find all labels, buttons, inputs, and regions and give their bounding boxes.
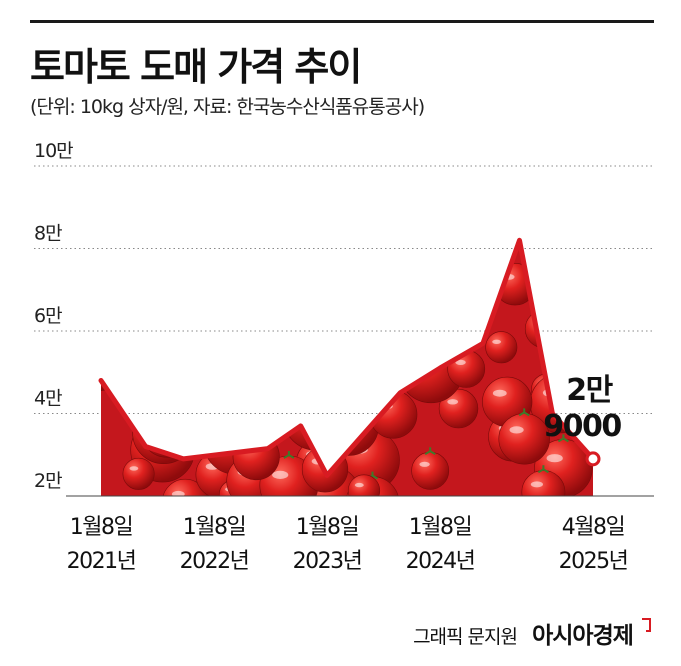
x-tick-label-date: 1월8일 xyxy=(70,515,133,540)
annotation-line1: 2만 xyxy=(566,373,613,408)
chart-title: 토마토 도매 가격 추이 xyxy=(30,45,362,89)
x-tick-label-year: 2023년 xyxy=(293,549,362,574)
latest-price-annotation: 2만 9000 xyxy=(543,373,623,444)
price-line-group xyxy=(98,237,601,478)
x-tick-label-year: 2021년 xyxy=(67,549,136,574)
x-tick-label-date: 1월8일 xyxy=(183,515,246,540)
y-tick-label: 8만 xyxy=(34,223,62,245)
x-tick-label-year: 2024년 xyxy=(406,549,475,574)
chart-subtitle: (단위: 10kg 상자/원, 자료: 한국농수산식품유통공사) xyxy=(30,96,425,118)
y-axis-ticks: 2만 4만 6만 8만 10만 xyxy=(34,140,74,492)
x-tick-label-year: 2025년 xyxy=(559,549,628,574)
y-tick-label: 4만 xyxy=(34,388,62,410)
footer-credit: 그래픽 문지원 아시아경제 xyxy=(413,616,651,650)
x-tick-label-date: 1월8일 xyxy=(409,515,472,540)
y-tick-label: 2만 xyxy=(34,470,62,492)
price-line xyxy=(98,237,596,478)
brand-logo: 아시아경제 xyxy=(532,623,634,649)
graphic-credit: 그래픽 문지원 xyxy=(413,626,518,648)
y-tick-label: 6만 xyxy=(34,305,62,327)
top-rule xyxy=(30,20,654,23)
latest-point-marker xyxy=(585,451,601,467)
brand-mark-icon xyxy=(642,618,651,632)
x-tick-label-date: 1월8일 xyxy=(296,515,359,540)
annotation-line2: 9000 xyxy=(543,409,621,444)
x-tick-label-date: 4월8일 xyxy=(562,515,625,540)
x-axis-ticks: 1월8일 2021년 1월8일 2022년 1월8일 2023년 1월8일 2024년 4월8일… xyxy=(67,515,629,574)
grid-lines xyxy=(34,165,654,414)
y-tick-label: 10만 xyxy=(34,140,73,162)
x-tick-label-year: 2022년 xyxy=(180,549,249,574)
area-fill xyxy=(101,240,593,496)
